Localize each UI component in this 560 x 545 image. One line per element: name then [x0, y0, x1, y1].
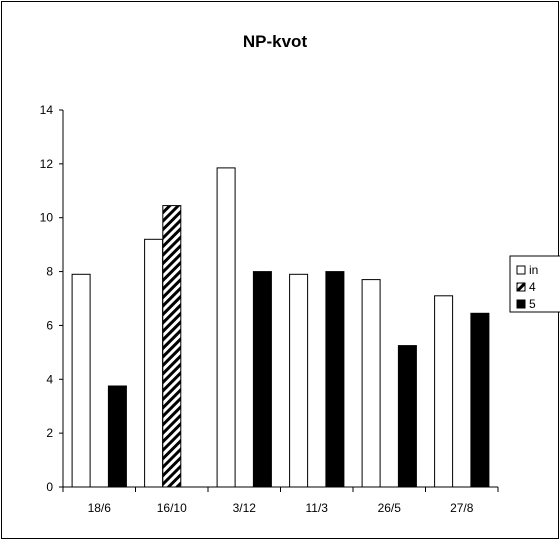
bar-5-11/3 — [325, 271, 345, 488]
y-tick-label-1: 2 — [46, 426, 53, 440]
bar-5-18/6 — [107, 385, 127, 488]
x-tick-label-1: 16/10 — [157, 501, 187, 515]
bars — [71, 167, 490, 488]
y-tick-label-2: 4 — [46, 372, 53, 386]
bar-in-18/6 — [71, 273, 91, 488]
y-tick-label-3: 6 — [46, 318, 53, 332]
axes: 0 2 4 6 8 10 12 14 18/6 16/10 3/12 11/3 26/5 27/8 — [40, 103, 499, 515]
bar-5-27/8 — [470, 312, 490, 488]
x-tick-label-4: 26/5 — [378, 501, 402, 515]
x-tick-label-0: 18/6 — [88, 501, 112, 515]
legend-swatch-2 — [516, 299, 526, 309]
y-tick-label-4: 8 — [46, 265, 53, 279]
chart-title: NP-kvot — [243, 32, 308, 51]
legend-label-1: 4 — [529, 280, 536, 294]
bar-in-11/3 — [289, 273, 309, 488]
bar-in-16/10 — [144, 238, 164, 488]
y-tick-label-5: 10 — [40, 211, 54, 225]
legend-swatch-1 — [516, 282, 526, 292]
x-tick-label-2: 3/12 — [233, 501, 257, 515]
bar-5-26/5 — [397, 345, 417, 488]
legend-swatch-0 — [516, 265, 526, 275]
legend-label-0: in — [529, 263, 538, 277]
y-tick-label-0: 0 — [46, 480, 53, 494]
x-tick-label-3: 11/3 — [306, 501, 329, 515]
x-tick-label-5: 27/8 — [450, 501, 474, 515]
legend-label-2: 5 — [529, 297, 536, 311]
legend: in 4 5 — [509, 255, 560, 313]
bar-4-16/10 — [162, 205, 182, 488]
bar-5-3/12 — [252, 271, 272, 488]
y-tick-label-6: 12 — [40, 157, 54, 171]
bar-in-3/12 — [216, 167, 236, 488]
bar-in-26/5 — [361, 279, 381, 488]
bar-in-27/8 — [434, 295, 454, 488]
y-tick-label-7: 14 — [40, 103, 54, 117]
